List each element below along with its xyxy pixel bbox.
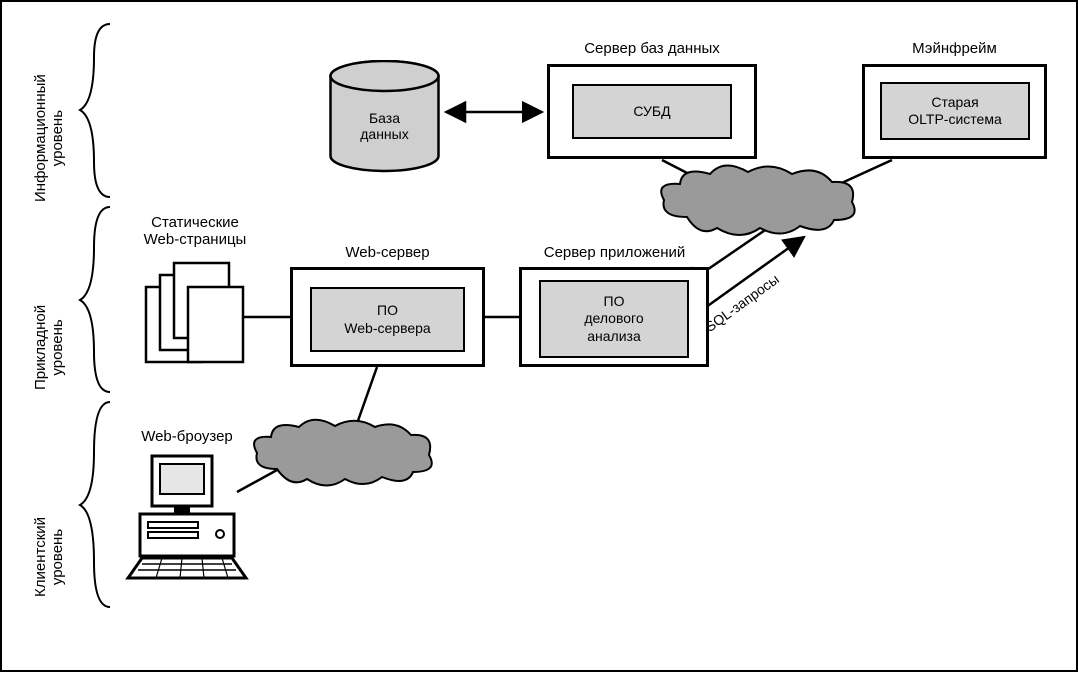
static-pages-title: Статические Web-страницы xyxy=(120,214,270,248)
db-server-title: Сервер баз данных xyxy=(532,40,772,57)
web-server-title: Web-сервер xyxy=(290,244,485,261)
layer-label-client: Клиентский уровень xyxy=(32,517,66,597)
web-server-inner: ПО Web-сервера xyxy=(310,287,465,352)
static-pages-icon xyxy=(142,257,247,377)
db-server-inner: СУБД xyxy=(572,84,732,139)
browser-title: Web-броузер xyxy=(117,428,257,445)
mainframe-title: Мэйнфрейм xyxy=(862,40,1047,57)
computer-icon xyxy=(122,452,252,587)
edge-label-sql: SQL-запросы xyxy=(702,271,782,335)
layer-label-information: Информационный уровень xyxy=(32,74,66,202)
mainframe-inner: Старая OLTP-система xyxy=(880,82,1030,140)
layer-label-application: Прикладной уровень xyxy=(32,305,66,390)
app-server-inner: ПО делового анализа xyxy=(539,280,689,358)
database-label: База данных xyxy=(327,110,442,142)
cloud-top-icon xyxy=(652,162,862,242)
cloud-bottom-icon xyxy=(247,417,437,492)
app-server-title: Сервер приложений xyxy=(502,244,727,261)
